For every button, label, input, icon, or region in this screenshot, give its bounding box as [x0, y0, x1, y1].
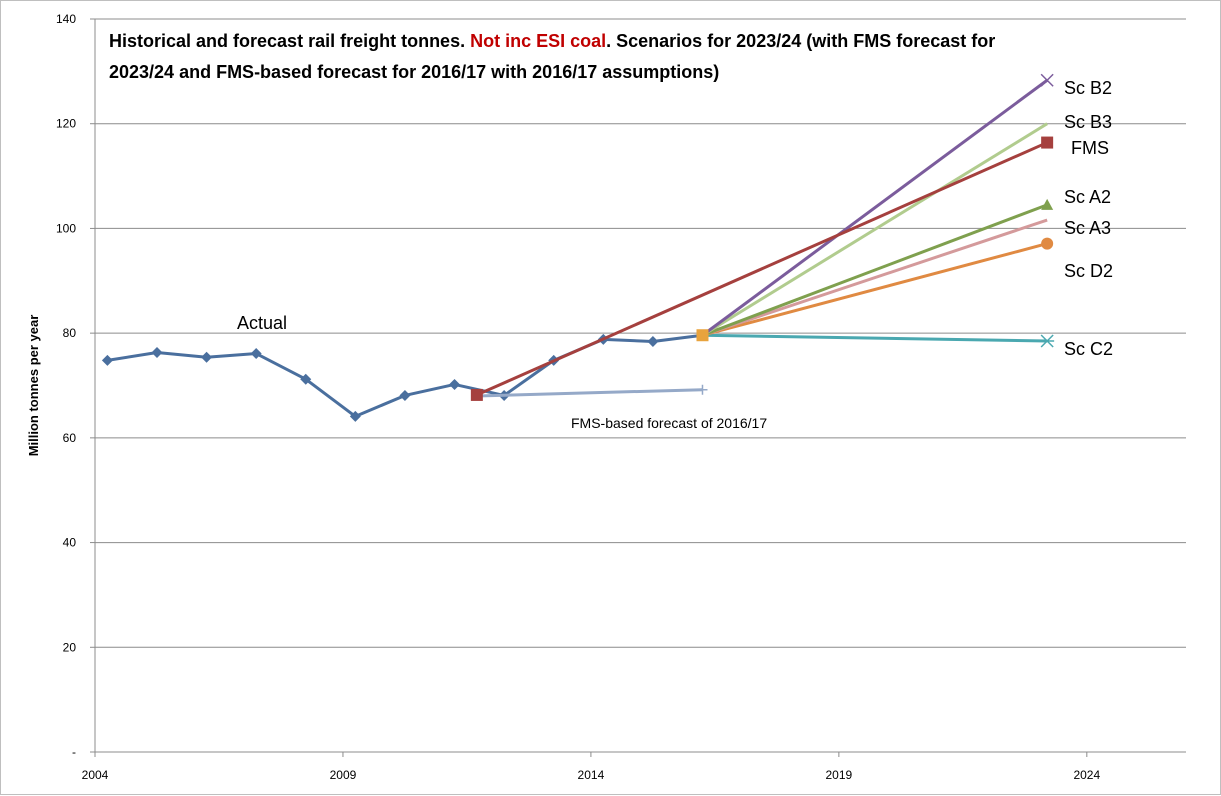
y-tick-label: 60 — [63, 431, 77, 445]
title-part2: . Scenarios for 2023/24 (with FMS foreca… — [606, 31, 995, 51]
y-tick-label: - — [72, 745, 76, 759]
series-end-label: Sc A3 — [1064, 218, 1111, 238]
data-point — [1041, 198, 1054, 210]
series-sc-a3 — [702, 218, 1048, 337]
series-end-label: Sc B2 — [1064, 78, 1112, 98]
gridlines — [95, 18, 1186, 648]
data-point — [201, 351, 213, 363]
series-fms-based-forecast-of-2016-17 — [476, 384, 708, 398]
data-point — [1041, 237, 1054, 250]
series-line — [476, 388, 703, 398]
actual-annotation: Actual — [237, 313, 287, 333]
data-point — [101, 354, 113, 366]
data-point — [151, 347, 163, 359]
y-tick-label: 80 — [63, 326, 77, 340]
data-point — [399, 389, 411, 401]
fms-2016-annotation: FMS-based forecast of 2016/17 — [571, 415, 767, 431]
series-sc-d2 — [702, 237, 1054, 337]
series-line — [701, 203, 1048, 337]
data-point — [300, 373, 312, 385]
y-tick-label: 100 — [56, 221, 76, 235]
series-end-label: Sc D2 — [1064, 261, 1113, 281]
series-line — [702, 242, 1048, 337]
data-point — [1040, 73, 1054, 87]
series-end-label: Sc C2 — [1064, 339, 1113, 359]
axes: - 20 40 60 80 100 120 140 2004 2009 2014 2019 2024 — [56, 12, 1186, 782]
data-point — [1040, 334, 1055, 348]
series-end-label: Sc B3 — [1064, 112, 1112, 132]
data-point — [349, 410, 361, 422]
chart-title-line1: Historical and forecast rail freight ton… — [109, 31, 995, 51]
branch-point-marker — [696, 329, 709, 342]
data-point — [470, 388, 483, 401]
x-tick-label: 2014 — [578, 768, 605, 782]
series-line — [701, 79, 1049, 337]
series-line — [702, 333, 1048, 343]
x-tick-label: 2019 — [826, 768, 853, 782]
series-end-label: FMS — [1071, 138, 1109, 158]
x-tick-label: 2004 — [82, 768, 109, 782]
labels-layer: Sc B2 Sc B3 FMS Sc A2 Sc A3 Sc D2 Sc C2 — [1064, 78, 1113, 359]
data-point — [1041, 136, 1054, 149]
series-line — [702, 218, 1048, 337]
data-point — [250, 348, 262, 360]
series-sc-c2 — [702, 333, 1055, 348]
series-line — [107, 333, 703, 418]
series-line — [476, 141, 1048, 397]
series-sc-b3 — [701, 122, 1048, 337]
data-point — [647, 336, 659, 348]
y-tick-label: 40 — [63, 536, 77, 550]
y-axis-label: Million tonnes per year — [26, 315, 41, 457]
y-tick-label: 20 — [63, 640, 77, 654]
series-sc-b2 — [701, 73, 1054, 337]
series-sc-a2 — [701, 198, 1054, 337]
x-tick-label: 2024 — [1073, 768, 1100, 782]
series-fms — [470, 136, 1054, 401]
data-point — [449, 378, 461, 390]
series-line — [701, 122, 1048, 337]
x-tick-label: 2009 — [330, 768, 357, 782]
series-end-label: Sc A2 — [1064, 187, 1111, 207]
chart-title-line2: 2023/24 and FMS-based forecast for 2016/… — [109, 62, 719, 82]
title-highlight: Not inc ESI coal — [470, 31, 606, 51]
data-point — [697, 384, 708, 395]
series-actual — [101, 329, 708, 422]
y-tick-label: 140 — [56, 12, 76, 26]
title-part1: Historical and forecast rail freight ton… — [109, 31, 470, 51]
series-layer — [101, 73, 1055, 422]
y-tick-label: 120 — [56, 117, 76, 131]
